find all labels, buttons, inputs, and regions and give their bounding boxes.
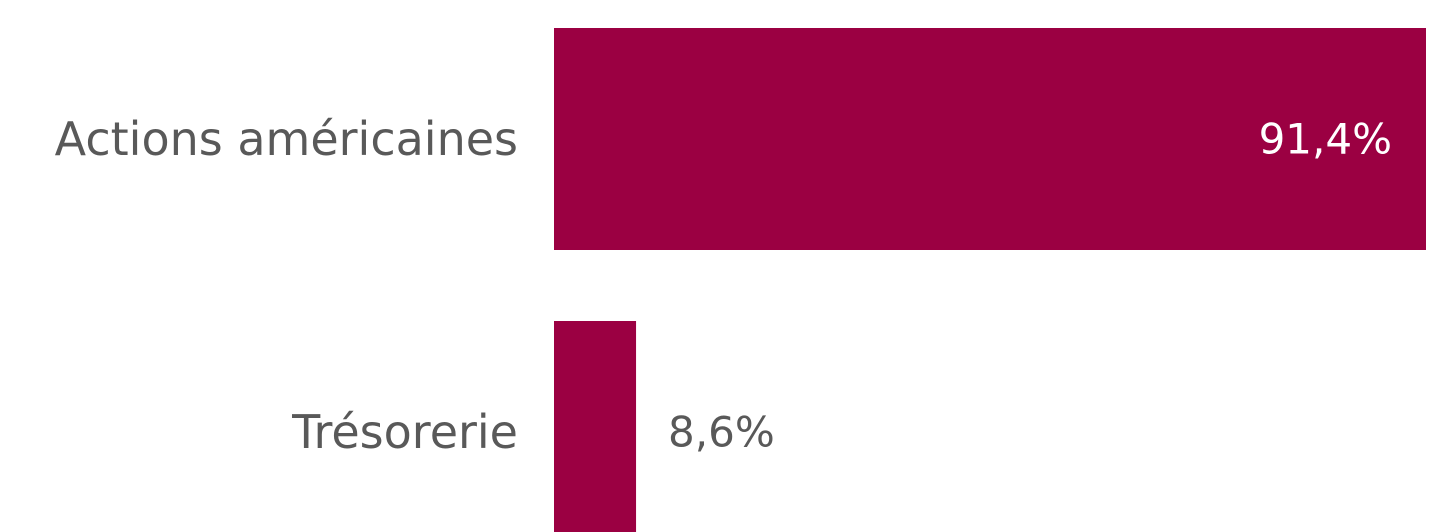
bars-group xyxy=(554,28,1426,532)
value-labels-group: 91,4% 8,6% xyxy=(668,115,1392,457)
bar-0 xyxy=(554,28,1426,250)
category-labels-group: Actions américaines Trésorerie xyxy=(55,112,518,459)
category-label-1: Trésorerie xyxy=(291,405,518,459)
value-label-1: 8,6% xyxy=(668,408,775,457)
category-label-0: Actions américaines xyxy=(55,112,518,166)
value-label-0: 91,4% xyxy=(1259,115,1392,164)
bar-1 xyxy=(554,321,637,532)
